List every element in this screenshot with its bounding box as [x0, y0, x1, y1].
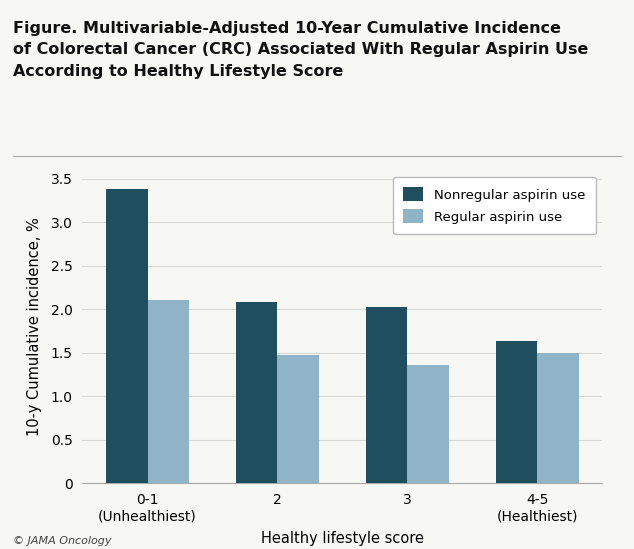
Bar: [106, 189, 148, 483]
Bar: [236, 302, 278, 483]
Bar: [407, 365, 449, 483]
Bar: [366, 307, 407, 483]
Bar: [278, 355, 319, 483]
Bar: [537, 353, 579, 483]
Bar: [148, 300, 189, 483]
X-axis label: Healthy lifestyle score: Healthy lifestyle score: [261, 531, 424, 546]
Legend: Nonregular aspirin use, Regular aspirin use: Nonregular aspirin use, Regular aspirin …: [393, 177, 596, 234]
Y-axis label: 10-y Cumulative incidence, %: 10-y Cumulative incidence, %: [27, 217, 42, 436]
Text: © JAMA Oncology: © JAMA Oncology: [13, 536, 111, 546]
Bar: [496, 341, 537, 483]
Text: Figure. Multivariable-Adjusted 10-Year Cumulative Incidence
of Colorectal Cancer: Figure. Multivariable-Adjusted 10-Year C…: [13, 21, 588, 79]
